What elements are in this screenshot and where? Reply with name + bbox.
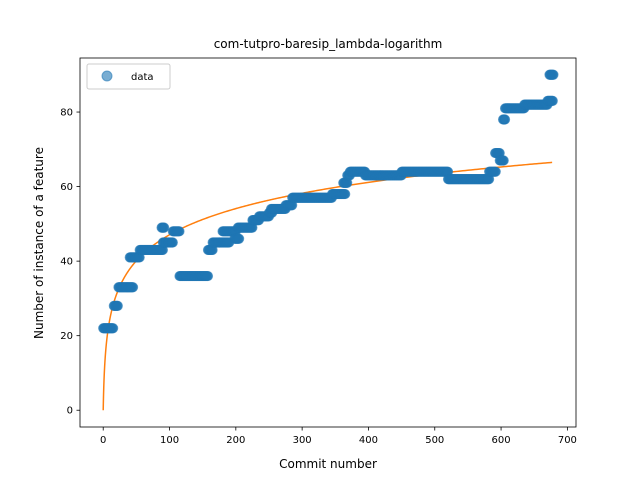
legend-marker-data — [101, 70, 113, 82]
x-tick-label: 300 — [293, 435, 312, 446]
data-point — [159, 222, 170, 233]
data-points-layer — [98, 69, 559, 334]
x-tick-label: 0 — [100, 435, 106, 446]
data-point — [127, 282, 139, 293]
axes-layer: 0 100 200 300 400 500 600 700 0 20 40 60 80 — [60, 57, 577, 446]
x-tick-label: 500 — [425, 435, 444, 446]
data-point — [547, 95, 558, 106]
axes-frame — [79, 57, 577, 428]
chart-title: com-tutpro-baresip_lambda-logarithm — [214, 37, 443, 51]
x-tick-label: 400 — [359, 435, 378, 446]
y-tick-label: 0 — [67, 406, 73, 417]
legend-box — [86, 63, 171, 90]
data-point — [340, 188, 351, 200]
y-tick-label: 20 — [60, 331, 73, 342]
data-point — [112, 300, 123, 311]
data-point — [499, 114, 511, 125]
x-axis-title: Commit number — [279, 457, 377, 471]
data-point — [174, 226, 185, 237]
x-tick-label: 700 — [558, 435, 577, 446]
x-tick-label: 600 — [492, 435, 511, 446]
x-tick-label: 100 — [160, 435, 179, 446]
y-axis-title: Number of instance of a feature — [32, 147, 46, 339]
y-tick-label: 60 — [60, 182, 73, 193]
legend: data — [86, 63, 171, 90]
y-tick-label: 40 — [60, 257, 73, 268]
data-point — [202, 270, 214, 282]
y-tick-label: 80 — [60, 108, 73, 119]
legend-label-data: data — [131, 72, 154, 83]
data-point — [234, 233, 245, 244]
data-point — [490, 166, 501, 177]
x-tick-label: 200 — [226, 435, 245, 446]
data-point — [498, 155, 509, 166]
data-point — [167, 237, 178, 248]
data-point — [108, 323, 119, 334]
data-point — [548, 69, 559, 80]
